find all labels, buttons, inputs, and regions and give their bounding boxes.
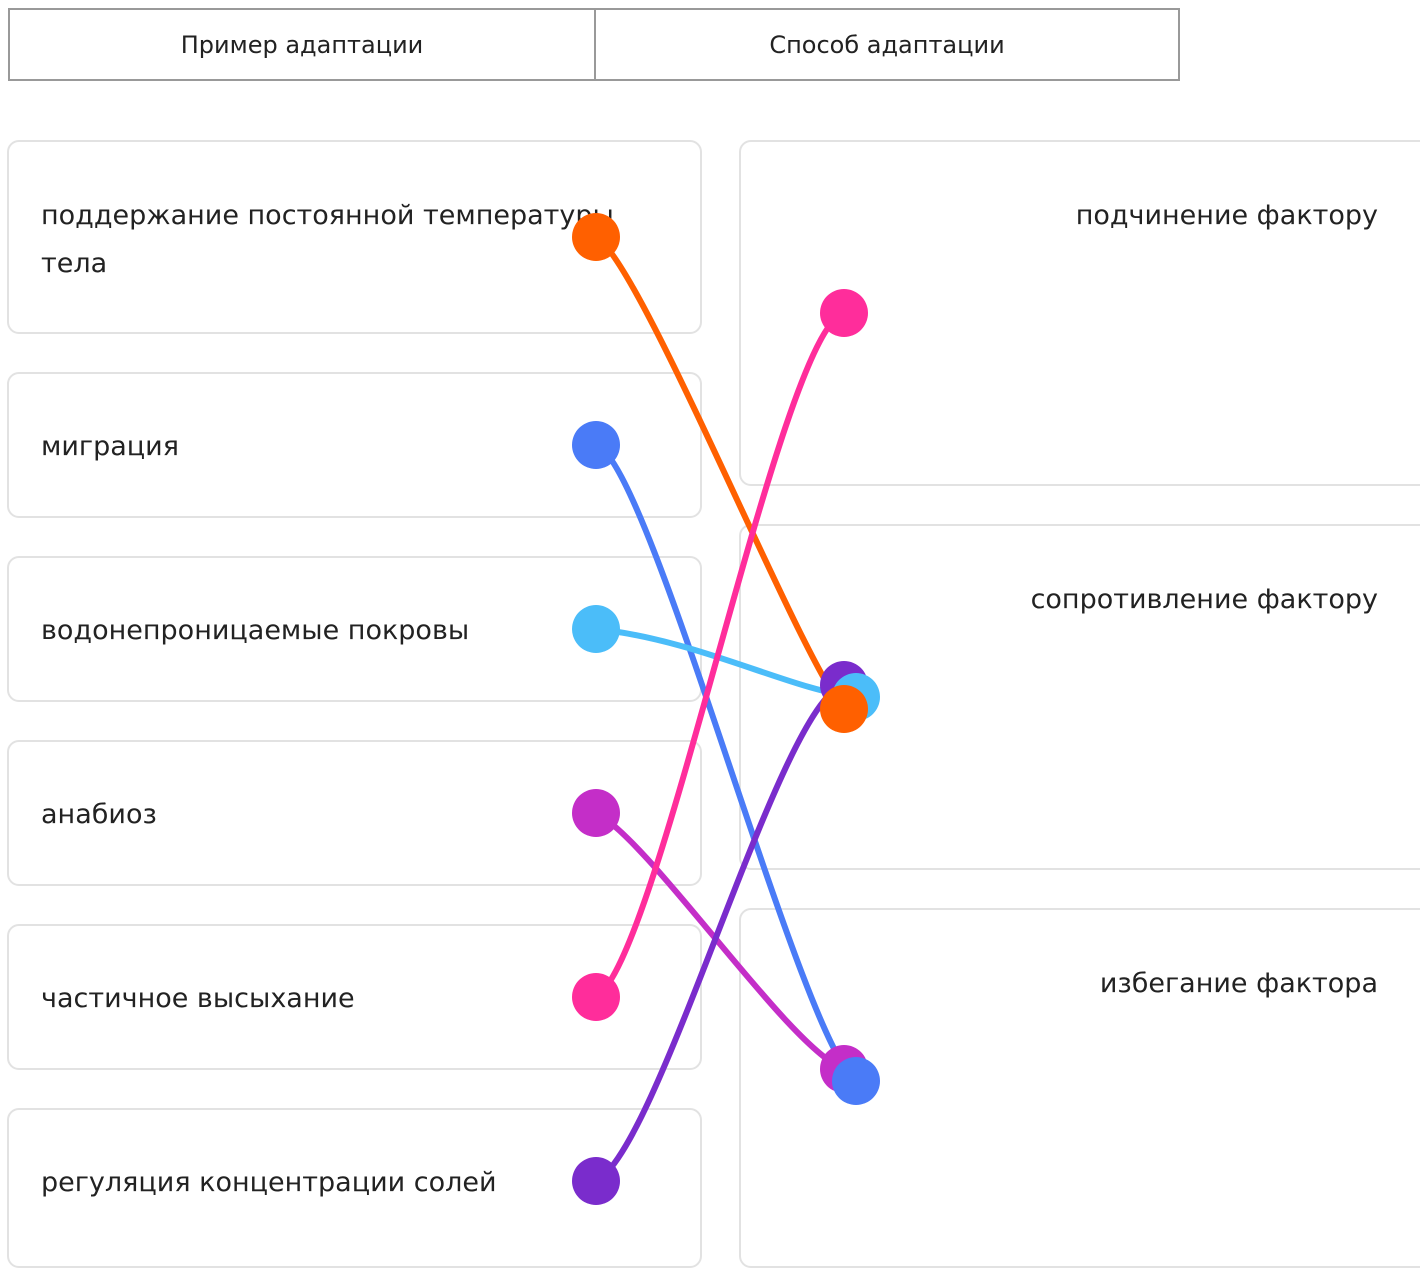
link xyxy=(593,234,847,712)
right-card[interactable]: подчинение фактору xyxy=(739,140,1420,486)
dot[interactable] xyxy=(820,685,868,733)
left-card[interactable]: миграция xyxy=(7,372,702,518)
right-label: сопротивление фактору xyxy=(1030,584,1378,615)
left-card[interactable]: анабиоз xyxy=(7,740,702,886)
right-card[interactable]: сопротивление фактору xyxy=(739,524,1420,870)
dot[interactable] xyxy=(572,605,620,653)
link xyxy=(593,810,847,1072)
dot[interactable] xyxy=(832,1057,880,1105)
dot[interactable] xyxy=(572,789,620,837)
dot[interactable] xyxy=(820,289,868,337)
header-cell: Пример адаптации xyxy=(10,10,596,79)
dot[interactable] xyxy=(572,973,620,1021)
dot[interactable] xyxy=(572,213,620,261)
link xyxy=(593,310,847,1000)
right-label: избегание фактора xyxy=(1099,968,1378,999)
header-cell: Способ адаптации xyxy=(769,30,1005,59)
dot[interactable] xyxy=(572,1157,620,1205)
left-card[interactable]: водонепроницаемые покровы xyxy=(7,556,702,702)
header-table: Пример адаптации Способ адаптации xyxy=(8,8,1180,81)
link xyxy=(593,682,847,1184)
left-card[interactable]: поддержание постоянной температуры тела xyxy=(7,140,702,334)
left-card[interactable]: частичное высыхание xyxy=(7,924,702,1070)
dot[interactable] xyxy=(572,421,620,469)
right-label: подчинение фактору xyxy=(1075,200,1378,231)
link xyxy=(593,442,859,1084)
